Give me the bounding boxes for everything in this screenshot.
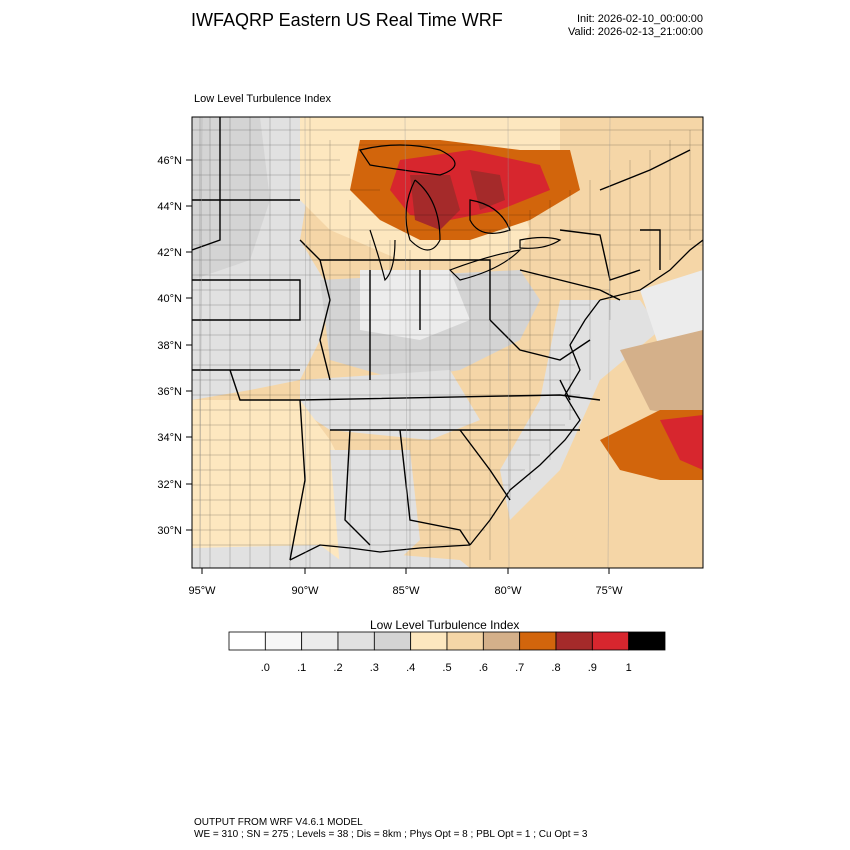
colorbar-swatch (519, 631, 557, 651)
lat-label: 42°N (157, 247, 182, 259)
colorbar-tick-label: 1 (626, 662, 632, 674)
footer-line-1: OUTPUT FROM WRF V4.6.1 MODEL (194, 817, 363, 828)
map-frame (191, 116, 704, 569)
colorbar-swatch (555, 631, 593, 651)
lat-label: 36°N (157, 386, 182, 398)
colorbar-tick-label: .1 (297, 662, 306, 674)
lat-label: 38°N (157, 340, 182, 352)
lon-label: 80°W (494, 585, 522, 597)
colorbar-title: Low Level Turbulence Index (370, 618, 520, 632)
colorbar-swatch (228, 631, 266, 651)
colorbar-tick-label: .4 (406, 662, 415, 674)
footer-line-2: WE = 310 ; SN = 275 ; Levels = 38 ; Dis … (194, 829, 588, 840)
colorbar-swatch (446, 631, 484, 651)
timestamp-block: Init: 2026-02-10_00:00:00 Valid: 2026-02… (568, 13, 703, 39)
map-panel (192, 117, 703, 568)
colorbar-labels: .0 .1 .2 .3 .4 .5 .6 .7 .8 .9 1 (261, 662, 632, 674)
lat-labels: 46°N 44°N 42°N 40°N 38°N 36°N 34°N 32°N … (157, 155, 182, 537)
colorbar-swatch (410, 631, 448, 651)
colorbar-tick-label: .0 (261, 662, 270, 674)
lat-label: 30°N (157, 525, 182, 537)
colorbar-tick-label: .8 (551, 662, 560, 674)
lat-label: 32°N (157, 479, 182, 491)
colorbar-swatch (264, 631, 303, 651)
field-label: Low Level Turbulence Index (194, 93, 331, 105)
colorbar-swatch (301, 631, 339, 651)
lat-ticks (186, 159, 192, 531)
colorbar-tick-label: .9 (588, 662, 597, 674)
lon-label: 75°W (595, 585, 623, 597)
colorbar-tick-label: .5 (442, 662, 451, 674)
lon-label: 85°W (392, 585, 420, 597)
colorbar-swatch (628, 631, 666, 651)
lat-label: 44°N (157, 201, 182, 213)
lat-label: 46°N (157, 155, 182, 167)
colorbar (228, 631, 666, 651)
lon-label: 95°W (188, 585, 216, 597)
lon-ticks (201, 568, 610, 574)
init-time: Init: 2026-02-10_00:00:00 (577, 13, 703, 25)
valid-time: Valid: 2026-02-13_21:00:00 (568, 26, 703, 38)
colorbar-swatch (482, 631, 521, 651)
colorbar-swatch (373, 631, 412, 651)
model-footer: OUTPUT FROM WRF V4.6.1 MODEL WE = 310 ; … (194, 817, 587, 841)
colorbar-swatch (337, 631, 375, 651)
lat-label: 40°N (157, 293, 182, 305)
lat-label: 34°N (157, 432, 182, 444)
colorbar-tick-label: .7 (515, 662, 524, 674)
colorbar-tick-label: .6 (479, 662, 488, 674)
colorbar-tick-label: .2 (333, 662, 342, 674)
lon-labels: 95°W 90°W 85°W 80°W 75°W (188, 585, 623, 597)
colorbar-tick-label: .3 (370, 662, 379, 674)
colorbar-swatch (591, 631, 630, 651)
map-title: IWFAQRP Eastern US Real Time WRF (191, 10, 503, 30)
lon-label: 90°W (291, 585, 319, 597)
